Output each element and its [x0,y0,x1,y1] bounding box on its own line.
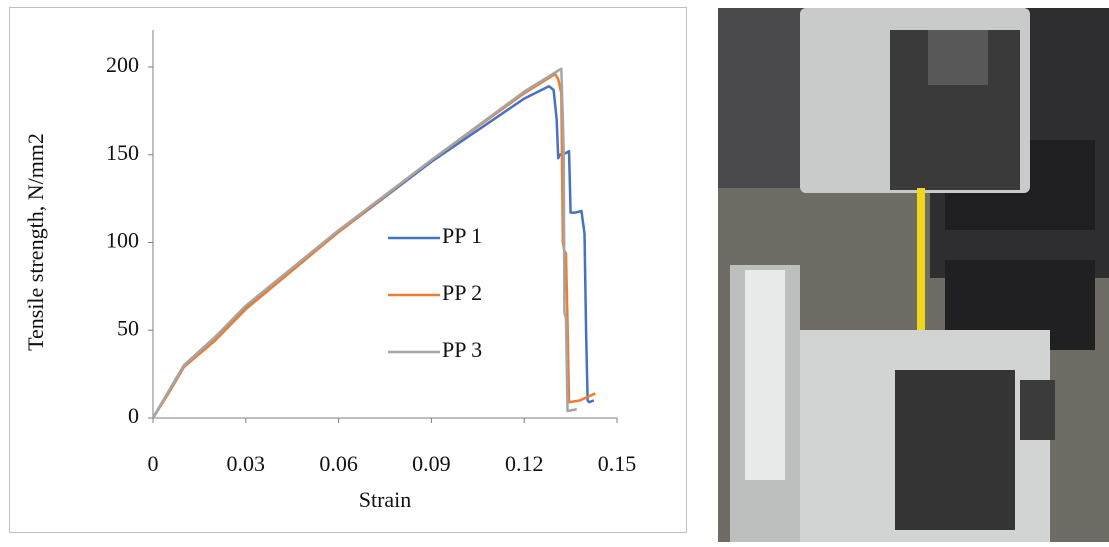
x-tick-label: 0.03 [227,451,266,476]
series-line [151,72,596,419]
x-axis-label: Strain [359,487,412,512]
legend-label: PP 1 [442,223,482,248]
chart-frame [9,7,687,533]
x-tick-label: 0.12 [505,451,544,476]
y-tick-label: 200 [106,52,139,77]
photo-lower-grip [895,370,1015,530]
y-tick-label: 150 [106,140,139,165]
y-tick-label: 50 [117,315,139,340]
legend-label: PP 3 [442,337,482,362]
y-axis-label: Tensile strength, N/mm2 [23,133,48,351]
photo [718,8,1109,542]
x-tick-label: 0.15 [598,451,637,476]
y-tick-label: 0 [128,403,139,428]
series-line [151,67,578,419]
legend-label: PP 2 [442,280,482,305]
y-tick-label: 100 [106,228,139,253]
chart: 0 50 100 150 200 0 0.03 0.06 0.09 0.12 0.15 Strain T… [23,30,636,512]
photo-grip-plate [928,30,988,85]
photo-specimen [917,188,925,363]
x-tick-label: 0 [148,451,159,476]
x-tick-label: 0.09 [412,451,451,476]
photo-connector [1020,380,1055,440]
x-tick-label: 0.06 [319,451,358,476]
photo-side-column [745,270,785,480]
